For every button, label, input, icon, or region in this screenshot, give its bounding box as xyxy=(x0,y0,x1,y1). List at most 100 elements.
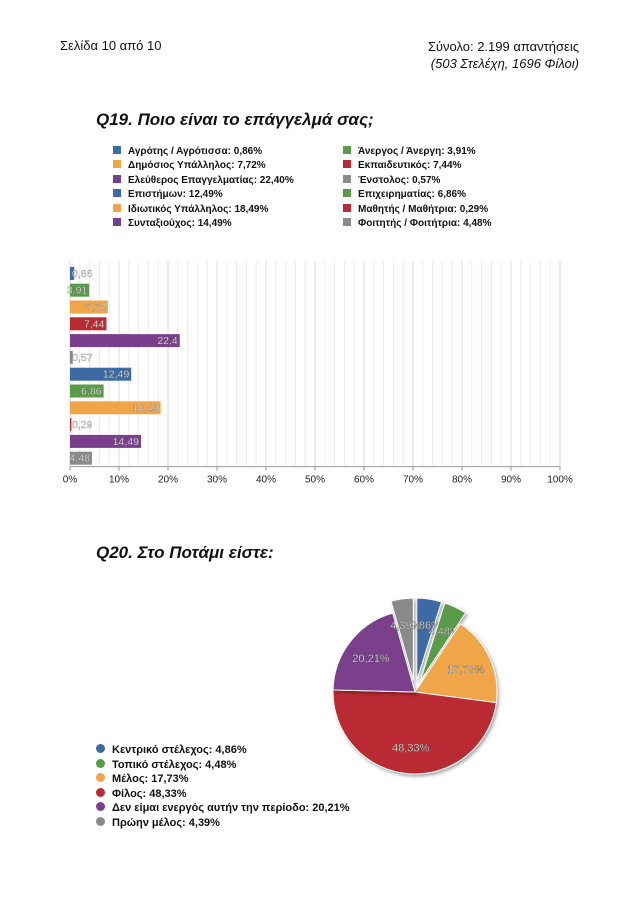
q19-legend-item: Ιδιωτικός Υπάλληλος: 18,49% xyxy=(113,203,268,216)
legend-swatch xyxy=(343,189,351,198)
q19-bar-label: 0,57 xyxy=(72,352,93,364)
q19-bar-label: 14,49 xyxy=(113,436,139,448)
legend-swatch xyxy=(113,174,121,183)
legend-swatch xyxy=(343,174,351,183)
q19-bar-chart: 0,86 3,91 7,72 7,44 22,4 0,57 12,496,86 18,49 0,… xyxy=(63,261,573,486)
q19-legend: Αγρότης / Αγρότισσα: 0,86% Άνεργος / Άνερ… xyxy=(113,146,573,236)
q19-legend-item: Εκπαιδευτικός: 7,44% xyxy=(343,160,461,172)
x-tick-label: 70% xyxy=(403,475,423,486)
response-totals: Σύνολο: 2.199 απαντήσεις (503 Στελέχη, 1… xyxy=(428,38,579,72)
q19-title: Q19. Ποιο είναι το επάγγελμά σας; xyxy=(96,110,374,129)
q20-title: Q20. Στο Ποτάμι είστε: xyxy=(96,543,274,562)
q19-legend-item: Ένστολος: 0,57% xyxy=(343,174,441,187)
legend-swatch xyxy=(113,203,121,212)
q19-legend-item: Άνεργος / Άνεργη: 3,91% xyxy=(343,146,476,158)
q19-bar-label: 12,49 xyxy=(103,369,129,381)
q19-bar xyxy=(70,283,90,297)
q19-bar xyxy=(70,334,180,348)
q20-legend-item: Κεντρικό στέλεχος: 4,86% xyxy=(96,743,247,758)
legend-label: Πρώην μέλος: 4,39% xyxy=(112,817,220,829)
x-tick-label: 40% xyxy=(256,475,276,486)
legend-label: Επιχειρηματίας: 6,86% xyxy=(358,189,466,201)
q20-legend-item: Μέλος: 17,73% xyxy=(96,772,189,787)
x-tick-label: 10% xyxy=(109,475,129,486)
x-tick-label: 90% xyxy=(501,475,521,486)
q19-legend-item: Φοιτητής / Φοιτήτρια: 4,48% xyxy=(343,218,491,230)
legend-label: Φοιτητής / Φοιτήτρια: 4,48% xyxy=(358,218,492,229)
x-tick-label: 100% xyxy=(547,475,573,486)
total-line: Σύνολο: 2.199 απαντήσεις xyxy=(427,39,579,54)
q19-bar-label: 18,49 xyxy=(132,402,158,414)
q19-bar xyxy=(70,434,142,448)
q20-legend-item: Τοπικό στέλεχος: 4,48% xyxy=(96,758,236,773)
q19-legend-item: Δημόσιος Υπάλληλος: 7,72% xyxy=(113,160,266,172)
legend-swatch xyxy=(96,744,105,753)
q20-slice-label: 4,86% xyxy=(410,620,441,632)
legend-label: Τοπικό στέλεχος: 4,48% xyxy=(112,758,237,771)
legend-swatch xyxy=(113,218,121,226)
x-tick-label: 0% xyxy=(63,475,78,486)
legend-label: Μαθητής / Μαθήτρια: 0,29% xyxy=(358,203,489,215)
q20-pie-slice xyxy=(414,623,498,704)
legend-swatch xyxy=(343,160,351,169)
q20-slice-label: 20,21% xyxy=(352,653,390,665)
legend-swatch xyxy=(96,787,105,797)
q19-legend-item: Επιστήμων: 12,49% xyxy=(113,189,223,201)
q19-bar-label: 7,72 xyxy=(85,302,106,314)
q19-bar-label: 4,48 xyxy=(70,453,91,465)
legend-label: Δεν είμαι ενεργός αυτήν την περίοδο: 20,… xyxy=(112,802,350,815)
q19-bar-label: 6,86 xyxy=(81,386,102,398)
q19-bar xyxy=(70,317,107,331)
legend-label: Κεντρικό στέλεχος: 4,86% xyxy=(112,744,247,756)
legend-swatch xyxy=(96,773,105,783)
x-tick-label: 50% xyxy=(305,475,325,486)
legend-label: Φίλος: 48,33% xyxy=(112,787,187,800)
q19-bar-label: 22,4 xyxy=(157,335,178,347)
q20-pie-slice xyxy=(390,597,414,681)
legend-swatch xyxy=(343,218,351,226)
legend-label: Μέλος: 17,73% xyxy=(112,773,189,786)
legend-swatch xyxy=(113,189,121,198)
legend-swatch xyxy=(113,160,121,169)
q20-pie-chart: 4,86%4,48% 17,73% 48,33% 20,21% 4,39% xyxy=(332,597,498,775)
q19-legend-item: Επιχειρηματίας: 6,86% xyxy=(343,189,466,201)
legend-label: Ελεύθερος Επαγγελματίας: 22,40% xyxy=(128,174,294,186)
q20-pie-slice xyxy=(332,689,497,775)
q19-bar xyxy=(70,384,104,398)
q19-bar-label: 0,29 xyxy=(72,419,93,431)
legend-label: Αγρότης / Αγρότισσα: 0,86% xyxy=(128,146,263,157)
q20-legend-item: Δεν είμαι ενεργός αυτήν την περίοδο: 20,… xyxy=(96,801,350,816)
q20-slice-label: 17,73% xyxy=(447,664,485,676)
q19-bar xyxy=(70,451,92,465)
q19-legend-item: Συνταξιούχος: 14,49% xyxy=(113,218,232,230)
q20-slice-label: 48,33% xyxy=(392,743,430,755)
legend-swatch xyxy=(343,146,351,154)
q19-legend-item: Μαθητής / Μαθήτρια: 0,29% xyxy=(343,203,489,216)
legend-label: Δημόσιος Υπάλληλος: 7,72% xyxy=(128,160,266,172)
q20-slice-label: 4,39% xyxy=(390,620,421,632)
q19-bar xyxy=(70,367,132,381)
x-tick-label: 20% xyxy=(158,475,178,486)
x-tick-label: 60% xyxy=(354,475,374,486)
legend-swatch xyxy=(96,802,105,812)
q19-bar-label: 7,44 xyxy=(84,318,105,330)
legend-label: Επιστήμων: 12,49% xyxy=(128,189,223,201)
legend-label: Ένστολος: 0,57% xyxy=(358,174,441,186)
q19-bar-label: 0,86 xyxy=(72,268,93,280)
q19-bar xyxy=(70,418,72,432)
q20-legend: Κεντρικό στέλεχος: 4,86% Τοπικό στέλεχος:… xyxy=(96,743,436,843)
q19-bar-label: 3,91 xyxy=(67,285,88,297)
legend-label: Εκπαιδευτικός: 7,44% xyxy=(358,160,462,172)
legend-label: Άνεργος / Άνεργη: 3,91% xyxy=(358,146,476,157)
legend-swatch xyxy=(343,203,351,212)
legend-swatch xyxy=(96,817,105,826)
q20-pie-slice xyxy=(416,597,443,681)
q19-bar xyxy=(70,266,75,280)
legend-swatch xyxy=(96,758,105,768)
breakdown-line: (503 Στελέχη, 1696 Φίλοι) xyxy=(430,56,579,71)
q20-pie-slice xyxy=(419,602,467,682)
q19-bar xyxy=(70,300,108,314)
q20-slice-label: 4,48% xyxy=(429,626,460,638)
q19-bar xyxy=(70,401,161,415)
q19-bar xyxy=(70,350,73,364)
